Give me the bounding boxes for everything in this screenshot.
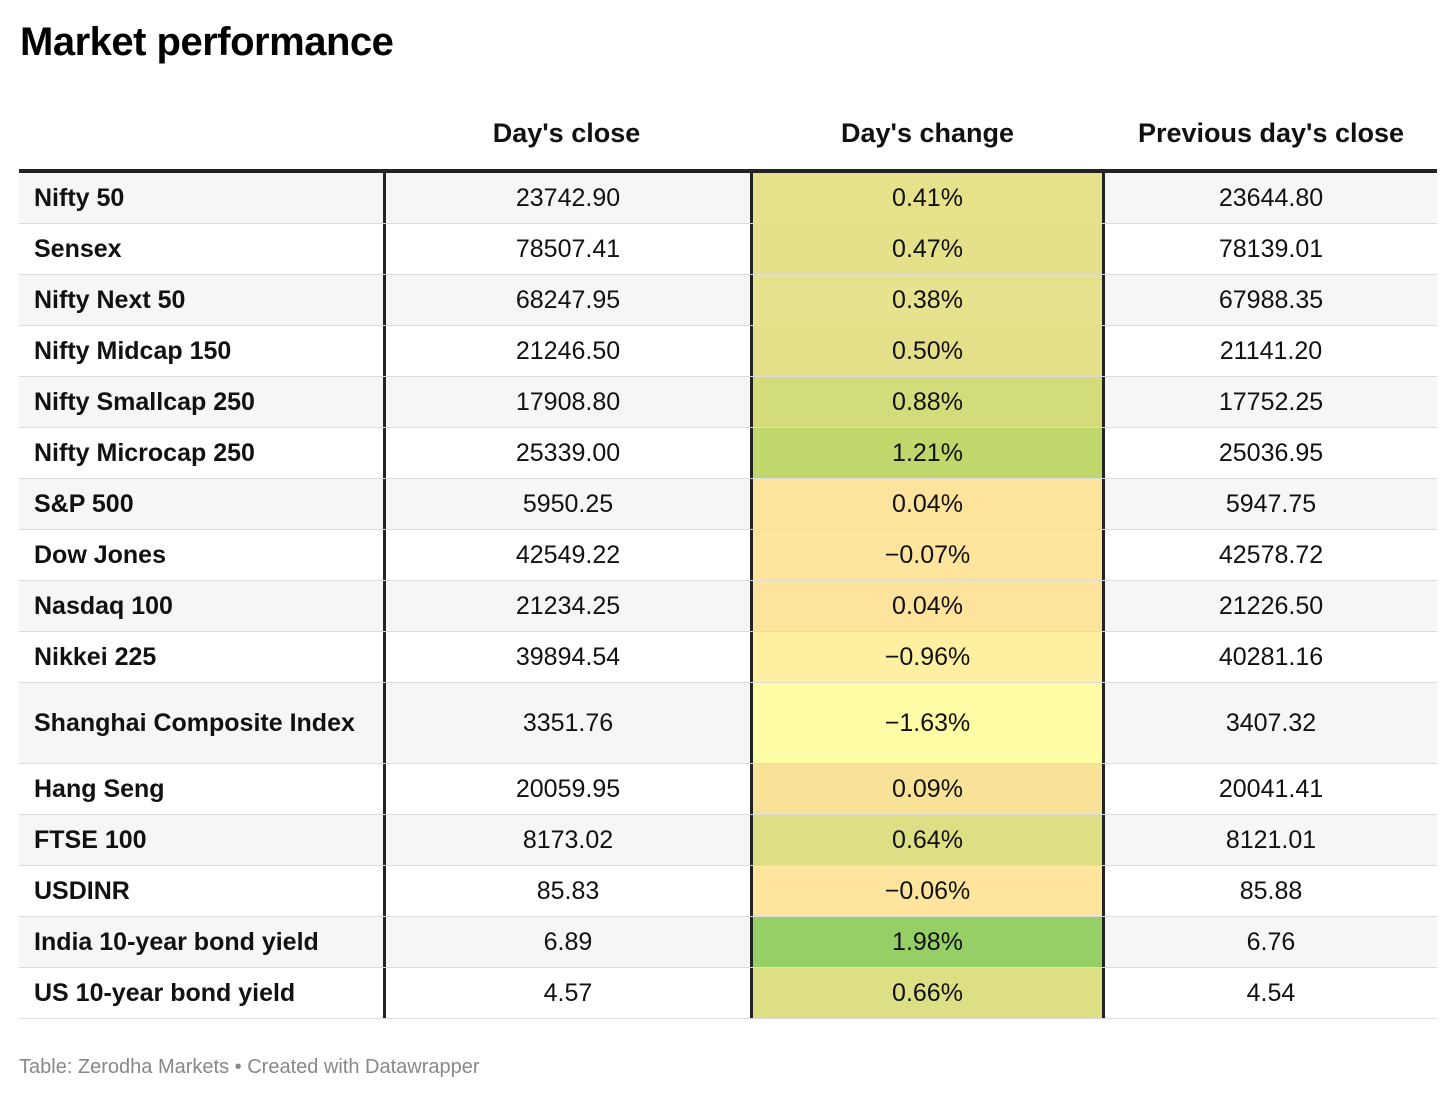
table-row: Nifty Smallcap 250 17908.80 0.88% 17752.25	[19, 377, 1437, 428]
row-name-cell: Nasdaq 100	[34, 592, 173, 620]
days-change-cell: 0.66%	[750, 968, 1105, 1018]
table-row: US 10-year bond yield 4.57 0.66% 4.54	[19, 968, 1437, 1019]
row-name-cell: Nikkei 225	[34, 643, 157, 671]
table-row: FTSE 100 8173.02 0.64% 8121.01	[19, 815, 1437, 866]
previous-close-cell: 21226.50	[1218, 591, 1324, 620]
previous-close-cell: 20041.41	[1218, 774, 1324, 803]
previous-close-cell: 42578.72	[1218, 540, 1324, 569]
row-name-cell: Shanghai Composite Index	[34, 709, 355, 737]
row-name-cell: Nifty 50	[34, 184, 125, 212]
days-close-cell: 3351.76	[383, 683, 750, 763]
header-days-change: Day's change	[841, 118, 1014, 148]
table-body: Nifty 50 23742.90 0.41% 23644.80 Sensex 78507…	[19, 173, 1437, 1019]
days-change-cell: 0.50%	[750, 326, 1105, 376]
days-change-cell: 0.04%	[750, 479, 1105, 529]
row-name-cell: Dow Jones	[34, 541, 166, 569]
table-row: India 10-year bond yield 6.89 1.98% 6.76	[19, 917, 1437, 968]
table-row: Dow Jones 42549.22 −0.07% 42578.72	[19, 530, 1437, 581]
table-row: Nifty Midcap 150 21246.50 0.50% 21141.20	[19, 326, 1437, 377]
previous-close-cell: 21141.20	[1219, 336, 1323, 365]
days-close-cell: 42549.22	[383, 530, 750, 580]
row-name-cell: India 10-year bond yield	[34, 928, 319, 956]
row-name-cell: Nifty Midcap 150	[34, 337, 232, 365]
days-close-cell: 21246.50	[383, 326, 750, 376]
table-row: USDINR 85.83 −0.06% 85.88	[19, 866, 1437, 917]
days-close-cell: 23742.90	[383, 173, 750, 223]
previous-close-cell: 17752.25	[1218, 387, 1324, 416]
source-note: Table: Zerodha Markets • Created with Da…	[19, 1056, 480, 1078]
row-name-cell: Nifty Microcap 250	[34, 439, 255, 467]
days-close-cell: 4.57	[383, 968, 750, 1018]
days-change-cell: 0.64%	[750, 815, 1105, 865]
row-name-cell: US 10-year bond yield	[34, 979, 296, 1007]
row-name-cell: Nifty Next 50	[34, 286, 186, 314]
table-row: Nifty Microcap 250 25339.00 1.21% 25036.95	[19, 428, 1437, 479]
days-close-cell: 25339.00	[383, 428, 750, 478]
row-name-cell: Sensex	[34, 235, 122, 263]
days-change-cell: 0.41%	[750, 173, 1105, 223]
days-change-cell: 0.88%	[750, 377, 1105, 427]
header-days-close: Day's close	[492, 118, 641, 148]
days-change-cell: 1.98%	[750, 917, 1105, 967]
days-change-cell: 0.09%	[750, 764, 1105, 814]
previous-close-cell: 3407.32	[1225, 708, 1317, 737]
table-row: Nikkei 225 39894.54 −0.96% 40281.16	[19, 632, 1437, 683]
header-previous-close: Previous day's close	[1137, 118, 1405, 148]
table-row: Hang Seng 20059.95 0.09% 20041.41	[19, 764, 1437, 815]
previous-close-cell: 8121.01	[1225, 825, 1317, 854]
days-close-cell: 8173.02	[383, 815, 750, 865]
days-change-cell: −0.07%	[750, 530, 1105, 580]
row-name-cell: S&P 500	[34, 490, 134, 518]
table-row: Nifty 50 23742.90 0.41% 23644.80	[19, 173, 1437, 224]
row-name-cell: Hang Seng	[34, 775, 165, 803]
table-header: Day's close Day's change Previous day's …	[19, 112, 1437, 173]
previous-close-cell: 4.54	[1246, 978, 1296, 1007]
days-change-cell: 1.21%	[750, 428, 1105, 478]
row-name-cell: Nifty Smallcap 250	[34, 388, 255, 416]
previous-close-cell: 25036.95	[1218, 438, 1324, 467]
table-row: Nasdaq 100 21234.25 0.04% 21226.50	[19, 581, 1437, 632]
days-close-cell: 5950.25	[383, 479, 750, 529]
previous-close-cell: 5947.75	[1225, 489, 1317, 518]
days-close-cell: 21234.25	[383, 581, 750, 631]
previous-close-cell: 23644.80	[1218, 183, 1324, 212]
days-close-cell: 20059.95	[383, 764, 750, 814]
days-close-cell: 85.83	[383, 866, 750, 916]
row-name-cell: USDINR	[34, 877, 130, 905]
previous-close-cell: 85.88	[1239, 876, 1303, 905]
previous-close-cell: 40281.16	[1218, 642, 1324, 671]
previous-close-cell: 6.76	[1246, 927, 1296, 956]
days-close-cell: 68247.95	[383, 275, 750, 325]
row-name-cell: FTSE 100	[34, 826, 147, 854]
previous-close-cell: 78139.01	[1218, 234, 1324, 263]
days-close-cell: 78507.41	[383, 224, 750, 274]
days-change-cell: −0.96%	[750, 632, 1105, 682]
table-row: S&P 500 5950.25 0.04% 5947.75	[19, 479, 1437, 530]
market-table: Day's close Day's change Previous day's …	[19, 112, 1437, 1019]
table-row: Nifty Next 50 68247.95 0.38% 67988.35	[19, 275, 1437, 326]
days-close-cell: 17908.80	[383, 377, 750, 427]
chart-title: Market performance	[20, 20, 394, 64]
days-change-cell: 0.47%	[750, 224, 1105, 274]
days-change-cell: −0.06%	[750, 866, 1105, 916]
days-change-cell: 0.38%	[750, 275, 1105, 325]
days-change-cell: −1.63%	[750, 683, 1105, 763]
previous-close-cell: 67988.35	[1218, 285, 1324, 314]
days-close-cell: 39894.54	[383, 632, 750, 682]
days-change-cell: 0.04%	[750, 581, 1105, 631]
table-row: Sensex 78507.41 0.47% 78139.01	[19, 224, 1437, 275]
days-close-cell: 6.89	[383, 917, 750, 967]
table-row: Shanghai Composite Index 3351.76 −1.63% 340…	[19, 683, 1437, 764]
